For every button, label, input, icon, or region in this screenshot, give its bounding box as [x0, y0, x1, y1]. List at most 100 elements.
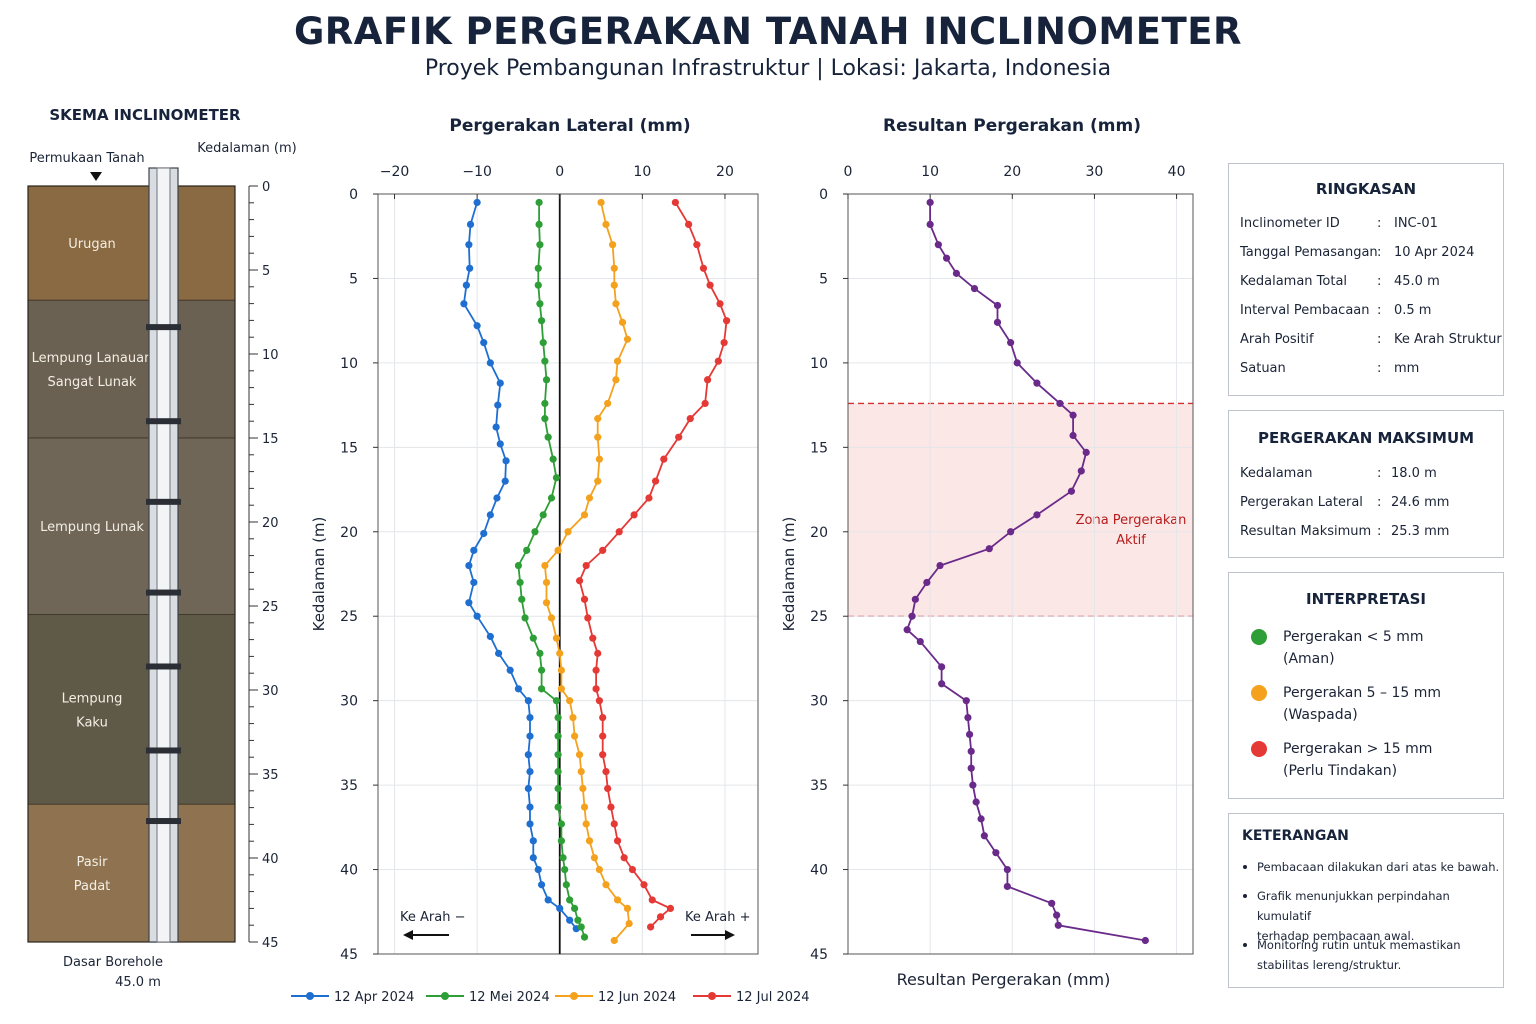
max-movement-panel: PERGERAKAN MAKSIMUM Kedalaman:18.0 m Perg…	[1228, 410, 1504, 558]
data-point	[993, 318, 1002, 326]
data-point	[597, 198, 605, 207]
data-point	[541, 415, 549, 423]
legend-label: 12 Jul 2024	[736, 990, 810, 1005]
soil-layer-label: Lempung Lanauan	[32, 351, 153, 366]
interpretation-item: Pergerakan < 5 mm (Aman)	[1283, 626, 1423, 670]
lateral-movement-chart: Pergerakan Lateral (mm) −20 −10 0 10 20 0 5 10 1…	[310, 116, 759, 963]
data-point	[607, 803, 615, 811]
status-dot-icon	[1251, 629, 1267, 645]
data-point	[492, 423, 500, 431]
info-value: 25.3 mm	[1391, 524, 1450, 539]
data-point	[618, 318, 627, 326]
data-point	[1082, 448, 1090, 456]
data-point	[547, 614, 556, 622]
data-point	[610, 264, 618, 272]
data-point	[911, 595, 919, 603]
summary-title: RINGKASAN	[1315, 180, 1417, 198]
data-point	[693, 241, 701, 249]
x-tick-label: 20	[1003, 164, 1021, 180]
data-point	[462, 281, 470, 289]
data-point	[552, 634, 561, 642]
info-separator: :	[1377, 274, 1382, 289]
data-point	[562, 881, 570, 889]
data-point	[613, 357, 622, 365]
data-point	[554, 803, 562, 811]
soil-layer-label: Lempung Lunak	[40, 520, 144, 535]
data-point	[610, 936, 618, 945]
data-point	[599, 732, 607, 740]
y-tick-label: 30	[810, 694, 828, 710]
x-tick-label: 0	[555, 164, 564, 180]
data-point	[580, 933, 589, 941]
active-zone-label: Zona Pergerakan	[1076, 513, 1187, 528]
data-point	[666, 904, 675, 913]
chart-legend: 12 Apr 2024 12 Mei 2024 12 Jun 2024 12 Jul …	[291, 990, 810, 1005]
summary-panel: RINGKASAN Inclinometer ID: INC-01 Tanggal …	[1228, 163, 1504, 396]
data-point	[1033, 379, 1041, 387]
data-point	[556, 904, 564, 913]
data-point	[536, 649, 544, 657]
data-point	[699, 264, 708, 272]
data-point	[541, 357, 549, 365]
data-point	[514, 561, 523, 570]
info-key: Pergerakan Lateral	[1240, 495, 1363, 510]
data-point	[599, 751, 607, 759]
data-point	[539, 511, 547, 519]
data-point	[613, 837, 622, 845]
data-point	[628, 865, 637, 874]
data-point	[536, 300, 544, 308]
schema-depth-tick-label: 5	[262, 264, 270, 279]
data-point	[577, 923, 585, 931]
page-title: GRAFIK PERGERAKAN TANAH INCLINOMETER	[293, 10, 1243, 53]
data-point	[577, 768, 585, 776]
inclinometer-casing	[146, 167, 181, 943]
bullet-icon	[1243, 943, 1247, 947]
casing-coupling	[146, 818, 181, 825]
data-point	[535, 198, 543, 207]
data-point	[645, 494, 653, 502]
data-point	[502, 457, 510, 465]
y-tick-label: 35	[810, 778, 828, 794]
y-tick-label: 15	[810, 440, 828, 456]
data-point	[575, 577, 584, 585]
data-point	[524, 751, 532, 759]
note-text: stabilitas lereng/struktur.	[1257, 958, 1402, 972]
data-point	[1007, 339, 1015, 347]
x-tick-label: 20	[716, 164, 734, 180]
y-tick-label: 40	[340, 863, 358, 879]
data-point	[496, 440, 504, 448]
data-point	[1067, 487, 1076, 495]
data-point	[926, 220, 934, 228]
schema-depth-tick-label: 15	[262, 432, 279, 447]
data-point	[549, 455, 557, 463]
y-tick-label: 25	[340, 609, 358, 625]
data-point	[594, 477, 602, 485]
x-tick-label: 10	[921, 164, 939, 180]
resultant-movement-chart: Resultan Pergerakan (mm) Zona Pergerakan…	[780, 116, 1194, 989]
data-point	[660, 455, 668, 463]
data-point	[524, 784, 532, 793]
data-point	[566, 896, 574, 904]
info-separator: :	[1377, 466, 1382, 481]
data-point	[571, 732, 579, 740]
soil-layer	[27, 185, 236, 301]
soil-layer-label: Padat	[74, 879, 111, 894]
data-point	[651, 477, 660, 485]
legend-swatch-marker	[570, 992, 578, 1000]
legend-swatch-marker	[708, 992, 716, 1000]
data-point	[595, 455, 603, 463]
data-point	[541, 399, 549, 408]
data-point	[537, 881, 546, 889]
legend-label: 12 Jun 2024	[598, 990, 676, 1005]
x-tick-label: 0	[844, 164, 853, 180]
data-point	[602, 220, 610, 228]
data-point	[554, 732, 562, 740]
bullet-icon	[1243, 894, 1247, 898]
data-point	[526, 713, 534, 722]
data-point	[544, 433, 552, 441]
schema-depth-tick-label: 10	[262, 348, 279, 363]
data-point	[580, 595, 589, 603]
info-separator: :	[1377, 303, 1382, 318]
y-tick-label: 0	[819, 187, 828, 203]
note-text: Grafik menunjukkan perpindahan kumulatif	[1257, 889, 1450, 923]
